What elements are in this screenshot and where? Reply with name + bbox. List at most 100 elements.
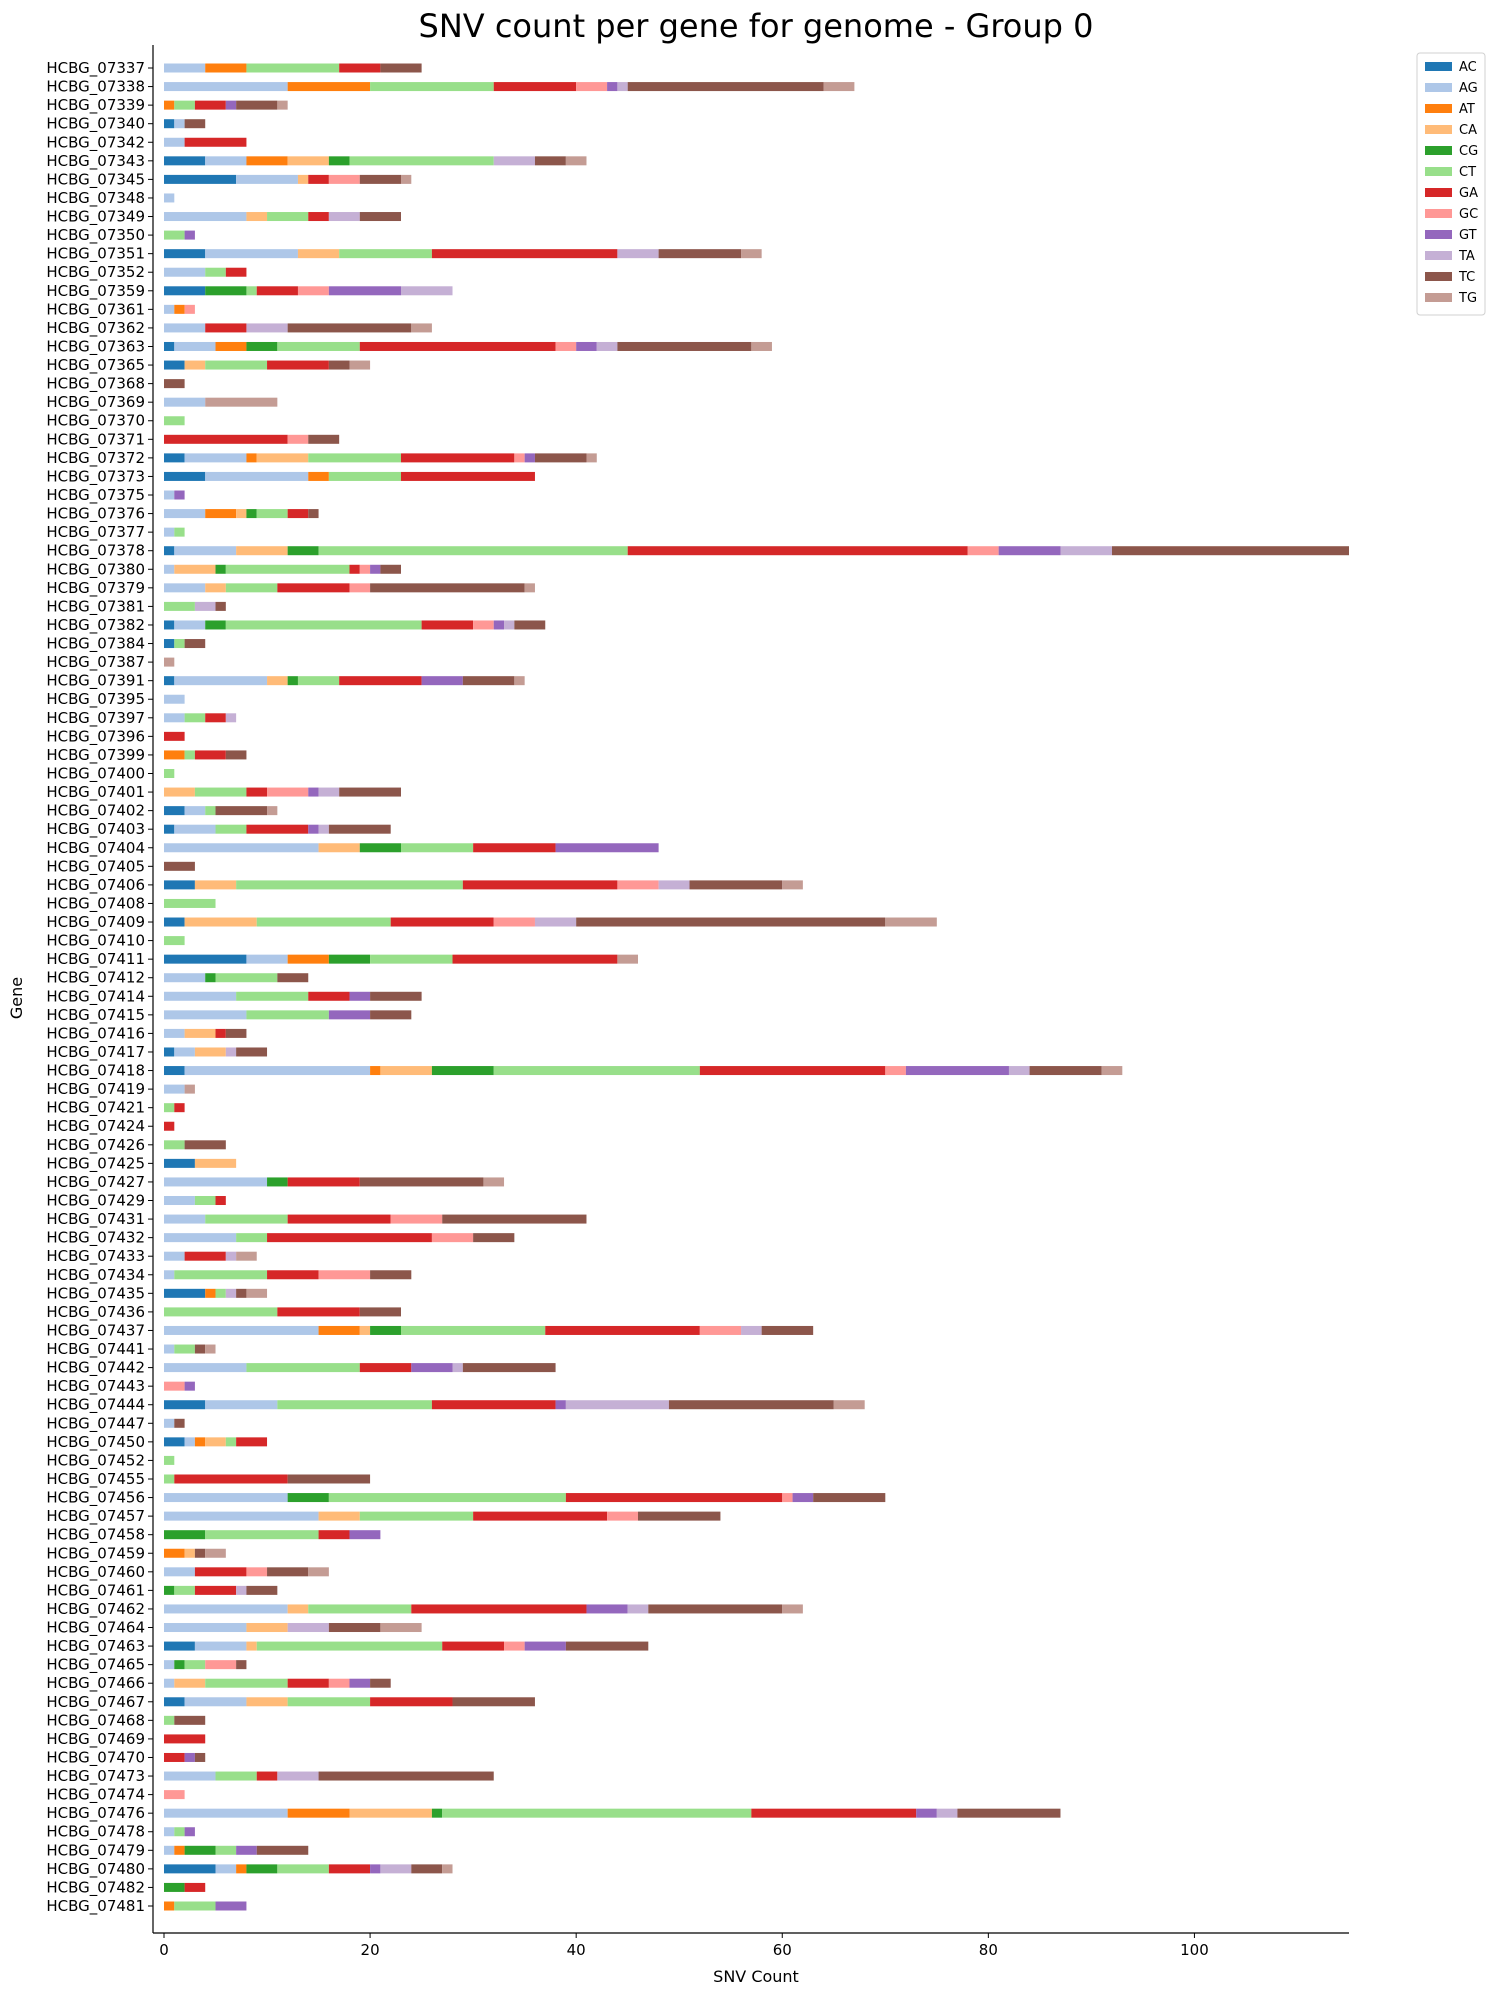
bar-segment [936, 1808, 958, 1818]
bar-segment [205, 63, 247, 73]
bar-segment [236, 174, 298, 184]
bar-segment [359, 341, 556, 351]
bar-segment [370, 1010, 412, 1020]
y-tick-label: HCBG_07402 [46, 802, 145, 821]
legend-label: CA [1459, 123, 1477, 138]
bar-segment [174, 341, 216, 351]
x-axis: 0 20 40 60 80 100 [153, 1932, 1349, 1959]
bar-segment [1101, 1066, 1123, 1076]
bar-segment [370, 1864, 381, 1874]
bar-segment [164, 100, 175, 110]
bar-segment [236, 1585, 247, 1595]
bar-segment [370, 1697, 453, 1707]
bar-segment [473, 620, 494, 630]
bar-segment [174, 639, 185, 649]
bar-segment [225, 750, 247, 760]
bar-segment [339, 676, 422, 686]
bar-segment [617, 880, 659, 890]
bar-segment [194, 1567, 247, 1577]
bar-segment [236, 100, 278, 110]
bar-segment [431, 1066, 494, 1076]
y-tick-label: HCBG_07345 [46, 170, 145, 189]
bar-segment [205, 267, 226, 277]
bar-segment [164, 843, 319, 853]
y-tick-label: HCBG_07359 [46, 282, 145, 301]
bar-segment [246, 1623, 288, 1633]
y-tick-label: HCBG_07379 [46, 579, 145, 598]
bar-segment [277, 100, 288, 110]
bar-segment [246, 453, 257, 463]
y-tick-label: HCBG_07406 [46, 876, 145, 895]
bar-segment [205, 620, 226, 630]
bar-segment [308, 471, 329, 481]
y-tick-label: HCBG_07435 [46, 1284, 145, 1303]
y-tick-label: HCBG_07361 [46, 300, 145, 319]
bar-segment [308, 824, 319, 834]
bar-segment [164, 917, 185, 927]
bar-segment [473, 1511, 608, 1521]
x-tick-label: 100 [1180, 1941, 1209, 1959]
bar-segment [164, 806, 185, 816]
bar-segment [184, 360, 206, 370]
bar-segment [184, 137, 247, 147]
bar-segment [339, 787, 401, 797]
bar-segment [194, 1585, 237, 1595]
bar-segment [287, 1177, 360, 1187]
bar-segment [246, 156, 288, 166]
bar-segment [287, 82, 371, 92]
bar-segment [184, 639, 206, 649]
bar-segment [256, 286, 298, 296]
bar-segment [370, 1678, 391, 1688]
bar-segment [164, 1641, 195, 1651]
chart-title: SNV count per gene for genome - Group 0 [419, 7, 1094, 45]
bar-segment [215, 341, 247, 351]
bar-segment [699, 1066, 886, 1076]
y-tick-label: HCBG_07399 [46, 746, 145, 765]
bar-segment [215, 1845, 237, 1855]
bar-segment [421, 676, 463, 686]
bar-segment [215, 1771, 257, 1781]
bar-segment [164, 657, 175, 667]
bar-segment [308, 1604, 412, 1614]
y-tick-label: HCBG_07401 [46, 783, 145, 802]
bar-segment [246, 1585, 278, 1595]
bar-segment [174, 1827, 185, 1837]
bar-segment [164, 1585, 175, 1595]
y-tick-label: HCBG_07441 [46, 1340, 145, 1359]
bar-segment [236, 1047, 268, 1057]
bar-segment [534, 917, 577, 927]
bar-segment [164, 564, 175, 574]
bar-segment [164, 1752, 185, 1762]
bar-segment [164, 583, 206, 593]
bar-segment [359, 843, 401, 853]
bar-segment [225, 1437, 237, 1447]
bar-segment [308, 991, 350, 1001]
y-tick-label: HCBG_07371 [46, 430, 145, 449]
y-tick-label: HCBG_07396 [46, 727, 145, 746]
bar-segment [246, 1697, 288, 1707]
bar-segment [164, 527, 175, 537]
bar-segment [308, 434, 340, 444]
bar-segment [164, 1808, 288, 1818]
bar-segment [957, 1808, 1061, 1818]
y-tick-label: HCBG_07410 [46, 932, 145, 951]
y-tick-label: HCBG_07426 [46, 1136, 145, 1155]
bar-segment [205, 806, 216, 816]
bar-segment [782, 880, 803, 890]
y-tick-label: HCBG_07463 [46, 1637, 145, 1656]
legend-label: TA [1458, 249, 1475, 264]
bar-segment [164, 1363, 247, 1373]
bar-segment [164, 713, 185, 723]
bar-segment [164, 1474, 175, 1484]
y-tick-label: HCBG_07368 [46, 375, 145, 394]
bar-segment [431, 249, 618, 259]
bar-segment [833, 1400, 865, 1410]
bar-segment [380, 1066, 432, 1076]
bar-segment [462, 676, 515, 686]
y-tick-label: HCBG_07372 [46, 449, 145, 468]
y-tick-label: HCBG_07342 [46, 133, 145, 152]
bar-segment [164, 156, 206, 166]
bar-segment [267, 1567, 309, 1577]
y-tick-label: HCBG_07452 [46, 1451, 145, 1470]
